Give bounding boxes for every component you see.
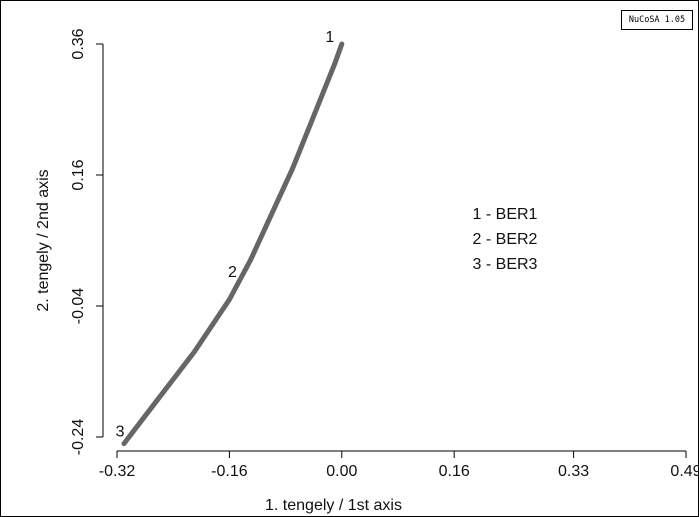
x-tick-label: -0.32: [99, 463, 136, 480]
legend-entry: 1 - BER1: [473, 206, 538, 223]
point-label: 1: [325, 29, 334, 46]
y-tick-label: 0.16: [70, 159, 87, 190]
series: [121, 41, 345, 447]
y-tick-label: -0.24: [70, 419, 87, 456]
legend-entry: 2 - BER2: [473, 231, 538, 248]
y-tick-label: 0.36: [70, 28, 87, 59]
series-line: [121, 41, 345, 447]
x-tick-label: 0.33: [558, 463, 589, 480]
y-axis-title: 2. tengely / 2nd axis: [35, 169, 52, 311]
y-tick-label: -0.04: [70, 288, 87, 325]
point-label: 3: [116, 424, 125, 441]
x-tick-label: 0.49: [670, 463, 699, 480]
point-label: 2: [228, 264, 237, 281]
legend-entry: 3 - BER3: [473, 256, 538, 273]
axes: -0.32 -0.16 0.00 0.16 0.33 0.49 1. tengely / 1…: [35, 28, 699, 514]
legend: 1 - BER1 2 - BER2 3 - BER3: [473, 206, 538, 273]
x-tick-label: 0.16: [439, 463, 470, 480]
point-labels: 1 2 3: [116, 29, 335, 441]
x-axis-title: 1. tengely / 1st axis: [265, 497, 402, 514]
x-tick-label: -0.16: [211, 463, 248, 480]
x-tick-label: 0.00: [326, 463, 357, 480]
version-badge: NuCoSA 1.05: [621, 10, 693, 30]
